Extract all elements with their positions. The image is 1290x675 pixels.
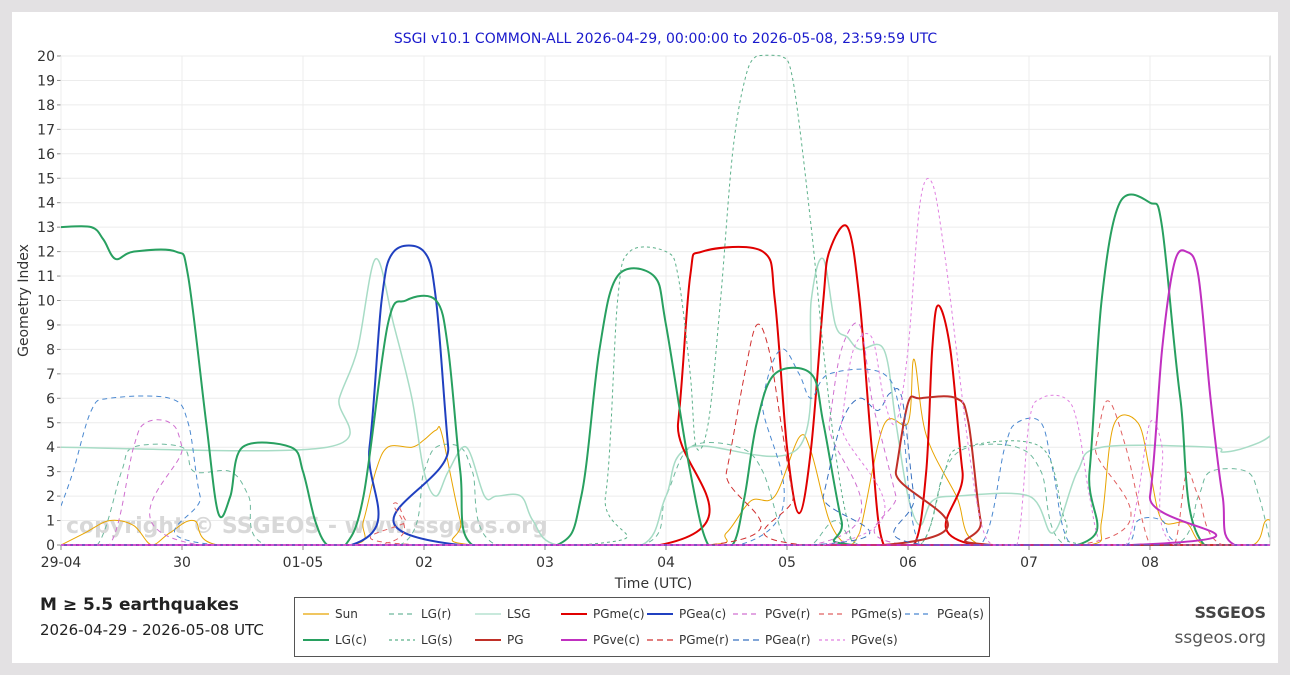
x-tick-label: 05 [778, 555, 796, 571]
series-group [61, 54, 1270, 547]
legend-item: LG(s) [389, 631, 453, 649]
legend-item: PGme(s) [819, 605, 902, 623]
legend-label: PGme(c) [593, 607, 645, 621]
legend-swatch [561, 613, 587, 615]
legend-item: PGea(r) [733, 631, 811, 649]
y-tick-label: 10 [37, 294, 55, 310]
legend-label: PG [507, 633, 524, 647]
legend-swatch [819, 613, 845, 615]
legend-item: Sun [303, 605, 358, 623]
legend-label: LG(c) [335, 633, 367, 647]
y-tick-label: 1 [46, 514, 55, 530]
legend-item: PGve(c) [561, 631, 640, 649]
series-line-pgve-s- [61, 177, 1270, 546]
x-tick-label: 30 [173, 555, 191, 571]
legend-swatch [733, 613, 759, 615]
legend-label: PGve(r) [765, 607, 811, 621]
legend-item: LG(c) [303, 631, 367, 649]
legend-label: LSG [507, 607, 531, 621]
chart-panel: 0 1 2 3 4 5 6 7 8 9 10 11 12 13 14 15 16 17 18 19 20 29-04 30 0… [12, 12, 1278, 663]
legend-item: LSG [475, 605, 531, 623]
legend-label: PGea(r) [765, 633, 811, 647]
legend-item: PGve(s) [819, 631, 898, 649]
series-line-lsg [61, 257, 1270, 546]
legend-swatch [905, 613, 931, 615]
legend-swatch [389, 613, 415, 615]
x-tick-label: 08 [1141, 555, 1159, 571]
brand: SSGEOS ssgeos.org [1174, 603, 1266, 648]
legend-label: PGea(s) [937, 607, 984, 621]
y-tick-label: 3 [46, 465, 55, 481]
x-tick-label: 03 [536, 555, 554, 571]
x-axis-label: Time (UTC) [614, 576, 692, 592]
series-line-pgme-s- [61, 400, 1270, 546]
x-tick-label: 04 [657, 555, 675, 571]
legend-item: PGea(c) [647, 605, 726, 623]
x-tick-label: 01-05 [283, 555, 324, 571]
brand-url[interactable]: ssgeos.org [1174, 628, 1266, 648]
y-tick-label: 18 [37, 98, 55, 114]
legend-label: PGve(s) [851, 633, 898, 647]
chart-title: SSGI v10.1 COMMON-ALL 2026-04-29, 00:00:… [394, 31, 938, 47]
legend-item: PGea(s) [905, 605, 984, 623]
legend-item: PG [475, 631, 524, 649]
y-tick-label: 0 [46, 538, 55, 554]
y-tick-label: 7 [46, 367, 55, 383]
y-tick-label: 8 [46, 342, 55, 358]
legend-label: LG(s) [421, 633, 453, 647]
x-tick-label: 29-04 [41, 555, 82, 571]
legend-item: PGme(r) [647, 631, 729, 649]
legend-label: LG(r) [421, 607, 452, 621]
brand-name: SSGEOS [1194, 603, 1266, 622]
y-tick-label: 19 [37, 73, 55, 89]
series-line-pgea-r- [61, 388, 1270, 546]
series-line-lg-c- [61, 193, 1270, 547]
legend-swatch [475, 613, 501, 615]
series-line-lg-s- [61, 54, 1270, 546]
y-tick-label: 13 [37, 220, 55, 236]
series-line-pgve-c- [61, 249, 1270, 547]
y-tick-label: 17 [37, 122, 55, 138]
y-tick-label: 2 [46, 489, 55, 505]
y-tick-label: 14 [37, 196, 55, 212]
legend-swatch [561, 639, 587, 641]
legend-swatch [819, 639, 845, 641]
legend-item: PGme(c) [561, 605, 645, 623]
legend-swatch [303, 639, 329, 641]
legend-swatch [389, 639, 415, 641]
legend-swatch [733, 639, 759, 641]
series-line-pgme-c- [61, 224, 1270, 547]
x-tick-label: 07 [1020, 555, 1038, 571]
y-tick-label: 12 [37, 245, 55, 261]
legend-label: Sun [335, 607, 358, 621]
legend-label: PGve(c) [593, 633, 640, 647]
y-tick-label: 9 [46, 318, 55, 334]
footer-date-range: 2026-04-29 - 2026-05-08 UTC [40, 621, 264, 639]
legend-swatch [647, 613, 673, 615]
y-axis-label: Geometry Index [16, 244, 32, 357]
y-tick-label: 16 [37, 147, 55, 163]
legend-swatch [475, 639, 501, 641]
legend: Sun LG(r) LSG PGme(c) PGea(c) PGve(r) PGme(s) P… [294, 597, 990, 657]
legend-item: PGve(r) [733, 605, 810, 623]
legend-swatch [647, 639, 673, 641]
x-tick-label: 02 [415, 555, 433, 571]
y-tick-label: 4 [46, 440, 55, 456]
legend-label: PGme(s) [851, 607, 903, 621]
watermark: copyright © SSGEOS - www.ssgeos.org [66, 514, 548, 539]
y-tick-label: 20 [37, 49, 55, 65]
y-tick-label: 11 [37, 269, 55, 285]
legend-swatch [303, 613, 329, 615]
x-tick-label: 06 [899, 555, 917, 571]
legend-label: PGme(r) [679, 633, 729, 647]
y-tick-label: 6 [46, 391, 55, 407]
legend-item: LG(r) [389, 605, 451, 623]
y-tick-label: 15 [37, 171, 55, 187]
y-tick-label: 5 [46, 416, 55, 432]
footer-info: M ≥ 5.5 earthquakes 2026-04-29 - 2026-05… [40, 595, 264, 639]
legend-label: PGea(c) [679, 607, 727, 621]
footer-title: M ≥ 5.5 earthquakes [40, 595, 239, 615]
